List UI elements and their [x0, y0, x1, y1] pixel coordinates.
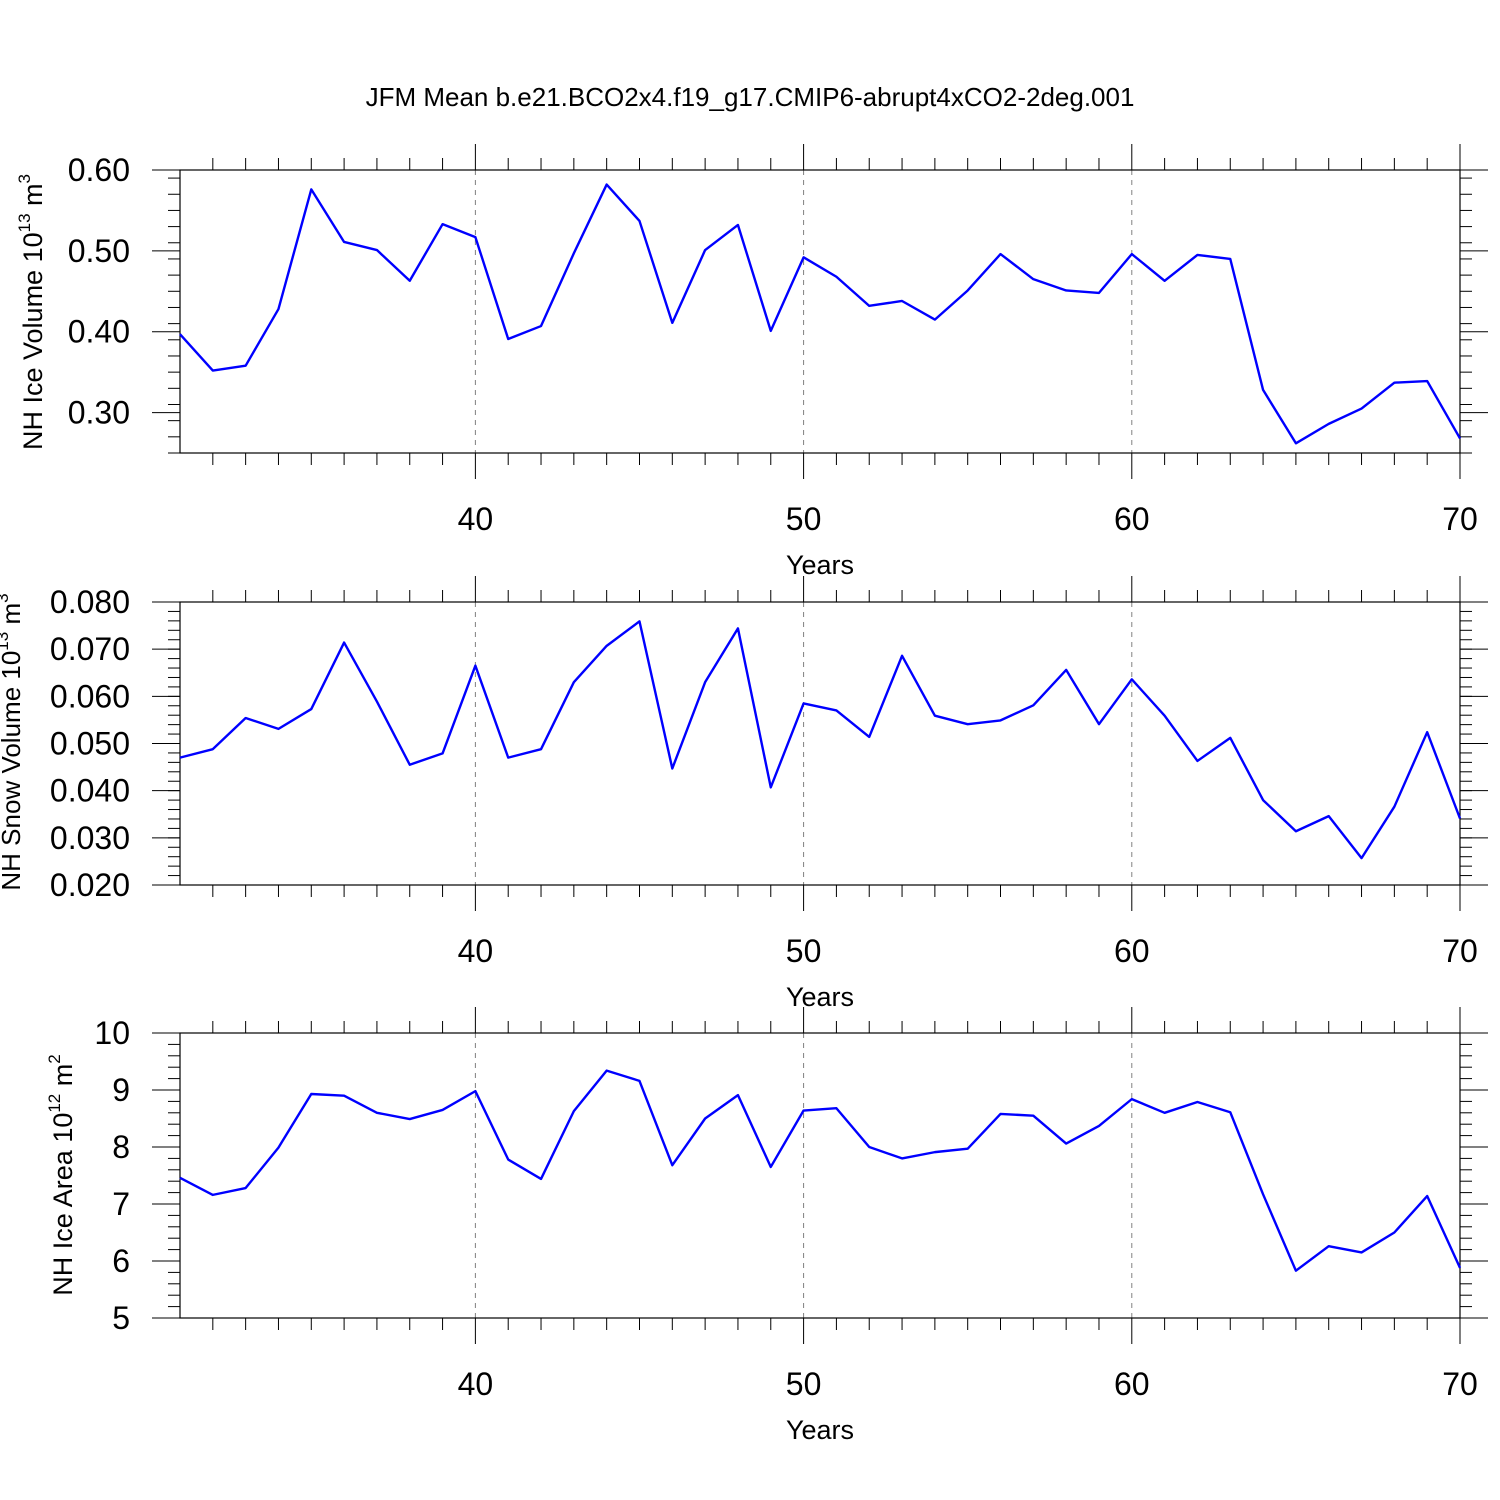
y-tick-label: 7 — [112, 1186, 130, 1222]
chart-panels: 40 50 60 70 0.30 0.40 0.50 0.60 Years NH Ice Volu… — [0, 144, 1488, 1445]
y-tick-label: 0.40 — [68, 314, 130, 350]
y-axis-label-unit-exponent: 3 — [0, 593, 12, 602]
chart-panel-3: 40 50 60 70 5 6 7 8 9 10 Years NH Ice Area 1012 m2 — [45, 1007, 1488, 1445]
chart-panel-2: 40 50 60 70 0.020 0.030 0.040 0.050 0.060 0.070 0.… — [0, 576, 1488, 1012]
y-tick-label: 0.60 — [68, 152, 130, 188]
plot-frame — [179, 1032, 1461, 1319]
y-axis-label-unit: m — [18, 183, 48, 213]
x-tick-label: 70 — [1442, 933, 1478, 969]
figure-title: JFM Mean b.e21.BCO2x4.f19_g17.CMIP6-abru… — [366, 82, 1135, 112]
y-tick-label: 0.050 — [50, 726, 130, 762]
x-tick-label: 40 — [458, 501, 494, 537]
series-line — [179, 183, 1462, 445]
y-axis-label-text: NH Ice Area 10 — [48, 1113, 78, 1296]
series-line — [179, 1069, 1462, 1272]
y-axis-label-exponent: 12 — [45, 1094, 64, 1113]
y-tick-label: 9 — [112, 1072, 130, 1108]
y-tick-label: 0.020 — [50, 867, 130, 903]
series-line — [179, 620, 1462, 860]
y-tick-label: 8 — [112, 1129, 130, 1165]
y-tick-label: 0.30 — [68, 395, 130, 431]
y-tick-label: 0.040 — [50, 773, 130, 809]
x-tick-label: 50 — [786, 1366, 822, 1402]
x-tick-label: 60 — [1114, 933, 1150, 969]
x-tick-label: 70 — [1442, 1366, 1478, 1402]
x-tick-label: 50 — [786, 933, 822, 969]
y-axis-label-unit-exponent: 2 — [45, 1054, 64, 1063]
y-axis-label-unit-exponent: 3 — [15, 174, 34, 183]
x-axis-label: Years — [786, 982, 854, 1012]
x-axis-label: Years — [786, 550, 854, 580]
y-tick-label: 0.070 — [50, 631, 130, 667]
y-axis-label-unit: m — [48, 1064, 78, 1094]
y-axis-label-exponent: 13 — [15, 213, 34, 232]
plot-frame — [179, 169, 1461, 454]
x-axis-label: Years — [786, 1415, 854, 1445]
x-tick-label: 50 — [786, 501, 822, 537]
y-tick-label: 6 — [112, 1243, 130, 1279]
plot-frame — [179, 601, 1461, 886]
x-tick-label: 40 — [458, 933, 494, 969]
y-tick-label: 5 — [112, 1300, 130, 1336]
x-tick-label: 70 — [1442, 501, 1478, 537]
y-axis-label-exponent: 13 — [0, 632, 12, 651]
chart-panel-1: 40 50 60 70 0.30 0.40 0.50 0.60 Years NH Ice Volu… — [15, 144, 1488, 580]
y-tick-label: 0.080 — [50, 584, 130, 620]
y-axis-label-unit: m — [0, 603, 26, 632]
y-axis-label-text: NH Ice Volume 10 — [18, 232, 48, 450]
y-axis-label: NH Snow Volume 1013 m3 — [0, 593, 26, 890]
y-tick-label: 0.50 — [68, 233, 130, 269]
y-axis-label-text: NH Snow Volume 10 — [0, 651, 26, 891]
x-tick-label: 60 — [1114, 501, 1150, 537]
x-tick-label: 40 — [458, 1366, 494, 1402]
y-tick-label: 0.060 — [50, 678, 130, 714]
y-axis-label: NH Ice Area 1012 m2 — [45, 1054, 78, 1295]
y-tick-label: 0.030 — [50, 820, 130, 856]
y-axis-label: NH Ice Volume 1013 m3 — [15, 174, 48, 450]
x-tick-label: 60 — [1114, 1366, 1150, 1402]
y-tick-label: 10 — [94, 1015, 130, 1051]
